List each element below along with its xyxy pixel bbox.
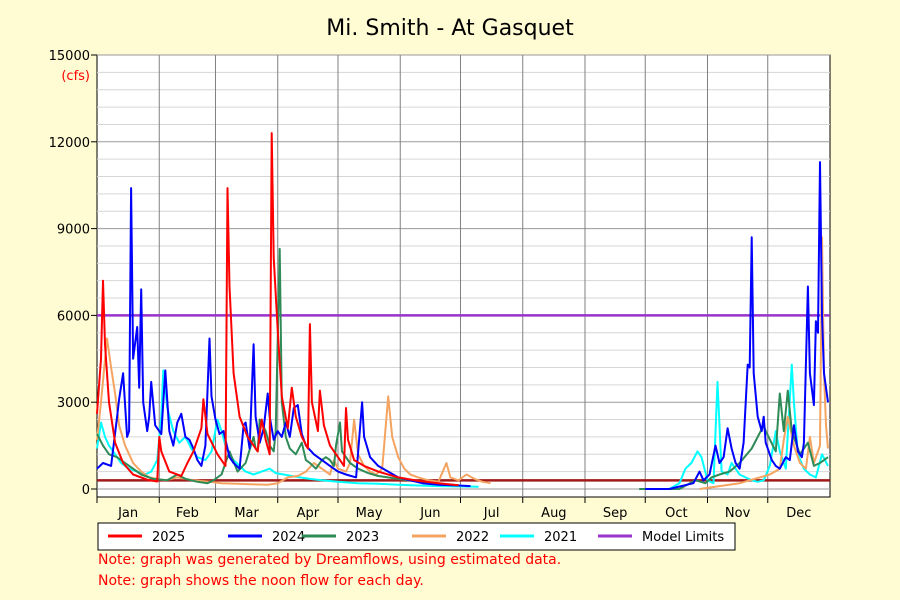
y-tick-label: 6000 xyxy=(57,309,90,324)
series-line-2025 xyxy=(96,132,459,487)
y-axis-unit: (cfs) xyxy=(61,69,90,84)
legend-items: 2025 2024 2023 2022 2021 Model Limits xyxy=(108,530,724,545)
y-tick-label: 0 xyxy=(82,483,90,498)
series-line-2024 xyxy=(645,161,829,490)
legend-label: 2021 xyxy=(544,530,577,545)
chart-title: Mi. Smith - At Gasquet xyxy=(326,16,574,41)
x-tick-label: May xyxy=(356,506,383,521)
x-tick-label: Mar xyxy=(234,506,259,521)
series-line-2024 xyxy=(96,187,471,488)
x-tick-label: Jul xyxy=(483,506,500,521)
legend-label: 2025 xyxy=(152,530,185,545)
note-noon-flow: Note: graph shows the noon flow for each… xyxy=(98,573,424,589)
y-tick-label: 15000 xyxy=(49,49,90,64)
legend-label: 2022 xyxy=(456,530,489,545)
series-line-2023 xyxy=(96,247,459,487)
series-line-2021 xyxy=(668,363,829,490)
x-tick-label: Aug xyxy=(541,506,566,521)
note-estimated-data: Note: graph was generated by Dreamflows,… xyxy=(98,552,562,568)
x-tick-label: Apr xyxy=(297,506,320,521)
x-tick-label: Jan xyxy=(117,506,138,521)
legend-label: 2024 xyxy=(272,530,305,545)
x-tick-label: Oct xyxy=(665,506,687,521)
legend: 2025 2024 2023 2022 2021 Model Limits xyxy=(97,522,736,551)
y-tick-label: 9000 xyxy=(57,223,90,238)
legend-label: Model Limits xyxy=(642,530,724,545)
series-layer xyxy=(96,132,829,490)
x-tick-label: Jun xyxy=(419,506,440,521)
series-line-2022 xyxy=(699,236,829,490)
legend-label: 2023 xyxy=(346,530,379,545)
y-tick-label: 3000 xyxy=(57,396,90,411)
x-tick-label: Sep xyxy=(603,506,628,521)
x-tick-label: Dec xyxy=(786,506,811,521)
x-tick-label: Nov xyxy=(725,506,751,521)
x-tick-label: Feb xyxy=(176,506,199,521)
axis-layer: 0 3000 6000 9000 12000 15000 Jan Feb Mar Apr May Ju… xyxy=(49,49,812,521)
y-tick-label: 12000 xyxy=(49,136,90,151)
series-line-2022 xyxy=(96,337,491,486)
grid-layer xyxy=(97,54,830,497)
